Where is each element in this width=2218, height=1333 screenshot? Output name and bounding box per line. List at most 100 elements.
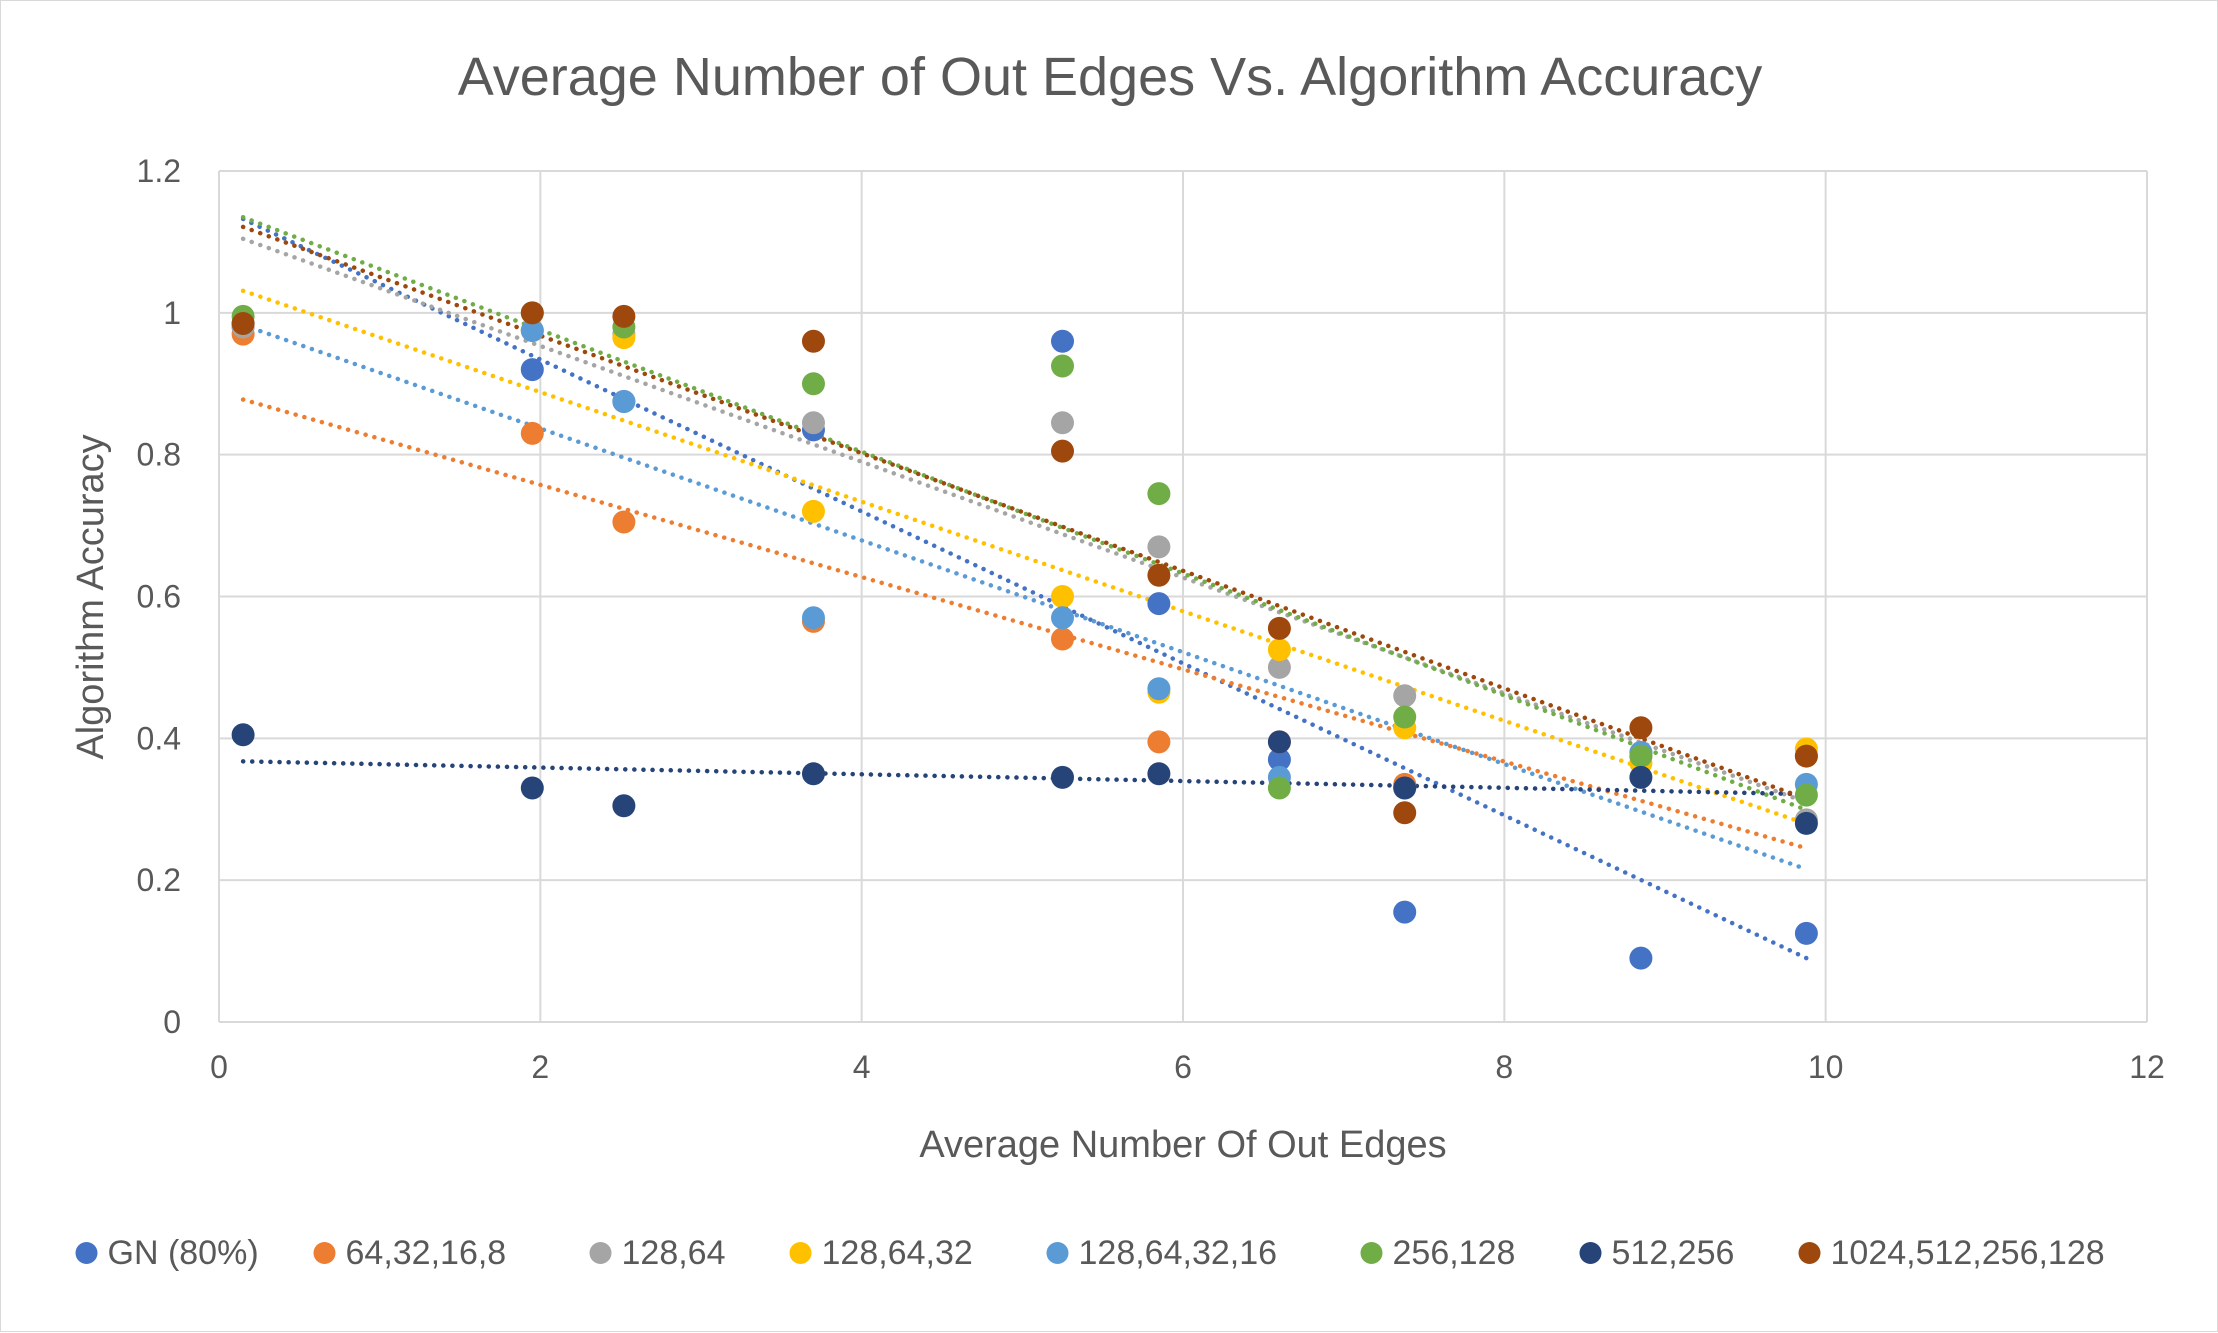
data-point: [1147, 592, 1171, 616]
data-point: [1629, 946, 1653, 970]
data-point: [612, 389, 636, 413]
y-tick-label: 0.6: [137, 579, 181, 615]
data-point: [1393, 705, 1417, 729]
legend-marker: [313, 1242, 336, 1264]
trendline: [240, 397, 1809, 851]
legend-marker: [75, 1242, 98, 1264]
trendline: [240, 236, 1809, 805]
legend-marker: [789, 1242, 812, 1264]
trendline: [240, 214, 1809, 813]
legend: GN (80%) 64,32,16,8 128,64 128,64,32 128,64,…: [75, 1234, 2105, 1272]
data-point: [1393, 684, 1417, 708]
legend-label: 512,256: [1612, 1234, 1735, 1272]
x-axis-title: Average Number Of Out Edges: [919, 1124, 1446, 1166]
data-point: [1267, 730, 1291, 754]
legend-label: GN (80%): [108, 1234, 259, 1272]
legend-entry: 128,64,32: [789, 1234, 973, 1272]
data-point: [801, 499, 825, 523]
data-point: [1147, 677, 1171, 701]
data-point: [520, 776, 544, 800]
legend-label: 128,64: [622, 1234, 726, 1272]
data-point: [1794, 811, 1818, 835]
x-tick-label: 10: [1808, 1049, 1844, 1085]
y-tick-label: 1.2: [137, 153, 181, 189]
legend-marker: [1046, 1242, 1069, 1264]
data-point: [1051, 329, 1074, 353]
trendline: [240, 759, 1809, 797]
trendline: [240, 288, 1809, 827]
legend-label: 64,32,16,8: [346, 1234, 507, 1272]
data-point: [1267, 638, 1291, 662]
data-point: [1267, 776, 1291, 800]
data-point: [1051, 606, 1074, 630]
x-tick-label: 0: [210, 1049, 228, 1085]
data-point: [1051, 585, 1074, 608]
tick-labels: 0 0.2 0.4 0.6 0.8 1 1.2 0 2 4 6 8 10 12: [137, 153, 2165, 1085]
data-point: [1051, 411, 1074, 435]
y-tick-label: 0.2: [137, 862, 181, 898]
legend-marker: [1798, 1242, 1821, 1264]
data-point: [801, 411, 825, 435]
data-point: [1267, 655, 1291, 679]
data-point: [1147, 762, 1171, 786]
data-point: [1629, 744, 1653, 768]
gridlines: [218, 170, 2148, 1023]
data-point: [1051, 354, 1074, 378]
legend-label: 128,64,32: [822, 1234, 973, 1272]
data-point: [1267, 616, 1291, 640]
data-point: [1147, 730, 1171, 754]
data-point: [1393, 900, 1417, 924]
y-tick-label: 0: [163, 1004, 181, 1040]
data-point: [801, 606, 825, 630]
data-point: [520, 358, 544, 382]
data-point: [1794, 744, 1818, 768]
data-point: [1147, 535, 1171, 559]
trendlines: [240, 214, 1809, 961]
trendline: [240, 216, 1809, 961]
y-tick-label: 0.8: [137, 437, 181, 473]
x-tick-label: 12: [2129, 1049, 2165, 1085]
x-tick-label: 6: [1174, 1049, 1192, 1085]
data-point: [1051, 439, 1074, 463]
data-point: [520, 421, 544, 445]
data-point: [1794, 783, 1818, 807]
data-point: [801, 329, 825, 353]
chart-title: Average Number of Out Edges Vs. Algorith…: [458, 47, 1763, 107]
data-point: [1794, 921, 1818, 945]
data-point: [1051, 627, 1074, 651]
data-point: [612, 510, 636, 534]
data-points: [231, 301, 1818, 970]
data-point: [1267, 748, 1291, 772]
legend-label: 128,64,32,16: [1079, 1234, 1278, 1272]
legend-entry: 1024,512,256,128: [1798, 1234, 2105, 1272]
data-point: [1393, 801, 1417, 825]
legend-marker: [1360, 1242, 1383, 1264]
data-point: [1393, 776, 1417, 800]
data-point: [801, 372, 825, 396]
data-point: [1629, 716, 1653, 740]
data-point: [1147, 563, 1171, 587]
data-point: [520, 301, 544, 325]
legend-entry: 128,64: [589, 1234, 726, 1272]
data-point: [520, 319, 544, 343]
trendline: [240, 322, 1809, 872]
legend-label: 1024,512,256,128: [1831, 1234, 2105, 1272]
data-point: [612, 794, 636, 818]
y-tick-label: 1: [163, 295, 181, 331]
data-point: [612, 304, 636, 328]
y-tick-label: 0.4: [137, 720, 181, 756]
data-point: [1629, 765, 1653, 789]
data-point: [1147, 482, 1171, 506]
y-axis-title: Algorithm Accuracy: [70, 434, 112, 759]
x-tick-label: 8: [1495, 1049, 1513, 1085]
data-point: [231, 723, 255, 747]
legend-marker: [589, 1242, 612, 1264]
legend-marker: [1579, 1242, 1602, 1264]
data-point: [801, 762, 825, 786]
legend-label: 256,128: [1393, 1234, 1516, 1272]
x-tick-label: 4: [853, 1049, 871, 1085]
legend-entry: 128,64,32,16: [1046, 1234, 1278, 1272]
legend-entry: GN (80%): [75, 1234, 259, 1272]
